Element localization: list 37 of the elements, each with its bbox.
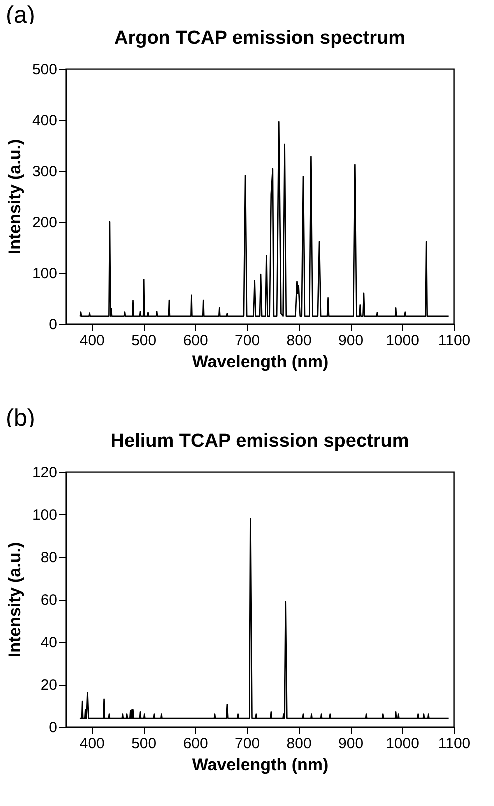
y-tick-label: 200	[32, 214, 58, 232]
y-tick-label: 60	[40, 592, 58, 609]
x-tick-label: 400	[80, 332, 105, 350]
x-tick-label: 600	[183, 736, 208, 752]
x-tick-label: 1100	[438, 736, 471, 752]
y-tick-label: 400	[32, 112, 58, 130]
x-tick-label: 1100	[438, 332, 471, 350]
x-tick-label: 700	[235, 332, 260, 350]
y-axis-title: Intensity (a.u.)	[5, 139, 24, 255]
x-axis-title: Wavelength (nm)	[192, 756, 329, 774]
y-tick-label: 0	[49, 720, 58, 736]
x-tick-label: 600	[183, 332, 208, 350]
chart-title: Helium TCAP emission spectrum	[110, 431, 410, 452]
y-tick-label: 300	[32, 164, 58, 180]
x-tick-label: 1000	[386, 736, 420, 752]
y-tick-label: 80	[40, 550, 58, 566]
x-tick-label: 500	[132, 332, 157, 350]
y-tick-label: 120	[32, 464, 58, 482]
x-tick-label: 900	[338, 736, 364, 752]
y-tick-label: 100	[32, 507, 58, 524]
x-tick-label: 1000	[386, 332, 420, 350]
x-axis-title: Wavelength (nm)	[192, 352, 329, 372]
chart-title: Argon TCAP emission spectrum	[114, 28, 406, 49]
x-tick-label: 700	[235, 736, 260, 752]
x-tick-label: 900	[338, 332, 364, 350]
line-series	[79, 121, 450, 317]
y-axis-title: Intensity (a.u.)	[5, 542, 24, 658]
x-tick-label: 800	[286, 332, 312, 350]
y-tick-label: 100	[32, 266, 58, 282]
y-tick-label: 500	[32, 62, 58, 78]
y-tick-label: 40	[40, 634, 58, 652]
line-series	[79, 518, 450, 720]
x-tick-label: 800	[286, 736, 312, 752]
y-tick-label: 0	[49, 316, 58, 334]
x-tick-label: 500	[132, 736, 157, 752]
y-tick-label: 20	[40, 677, 58, 694]
x-tick-label: 400	[80, 736, 105, 752]
